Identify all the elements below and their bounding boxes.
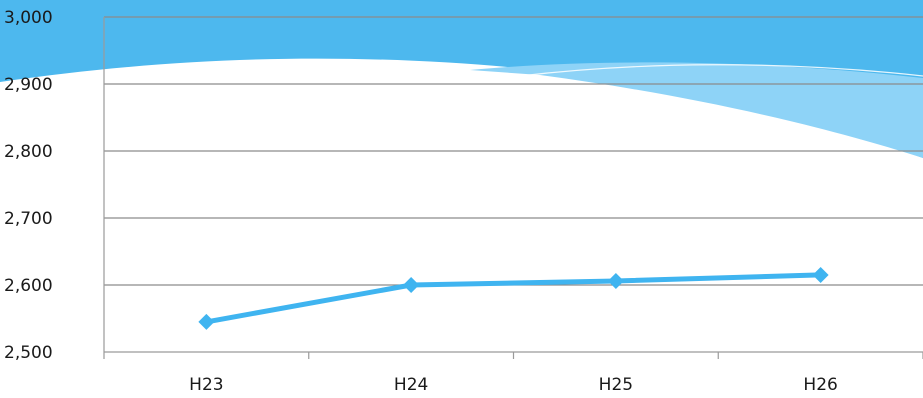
series-line	[203, 272, 824, 325]
y-axis-tick-labels: 2,500 2,600 2,700 2,800 2,900 3,000	[4, 8, 53, 363]
header-wave-light	[470, 62, 923, 158]
data-point-marker	[607, 272, 624, 289]
x-axis-tick-labels: H23 H24 H25 H26	[189, 375, 838, 395]
data-point-marker	[403, 277, 420, 293]
series-group	[198, 266, 829, 330]
x-tick-label: H24	[394, 375, 428, 395]
header-wave-decoration	[0, 0, 923, 158]
y-tick-label: 2,500	[4, 343, 53, 363]
y-tick-label: 2,600	[4, 276, 53, 296]
y-tick-label: 2,900	[4, 75, 53, 95]
y-tick-label: 3,000	[4, 8, 53, 28]
header-wave-highlight	[519, 64, 923, 77]
axes	[103, 17, 923, 359]
x-tick-label: H26	[803, 375, 837, 395]
x-tick-label: H23	[189, 375, 223, 395]
y-tick-label: 2,700	[4, 209, 53, 229]
x-tick-label: H25	[599, 375, 633, 395]
header-wave-main	[0, 0, 923, 158]
y-tick-label: 2,800	[4, 142, 53, 162]
data-point-marker	[198, 313, 215, 330]
data-point-marker	[812, 266, 829, 283]
